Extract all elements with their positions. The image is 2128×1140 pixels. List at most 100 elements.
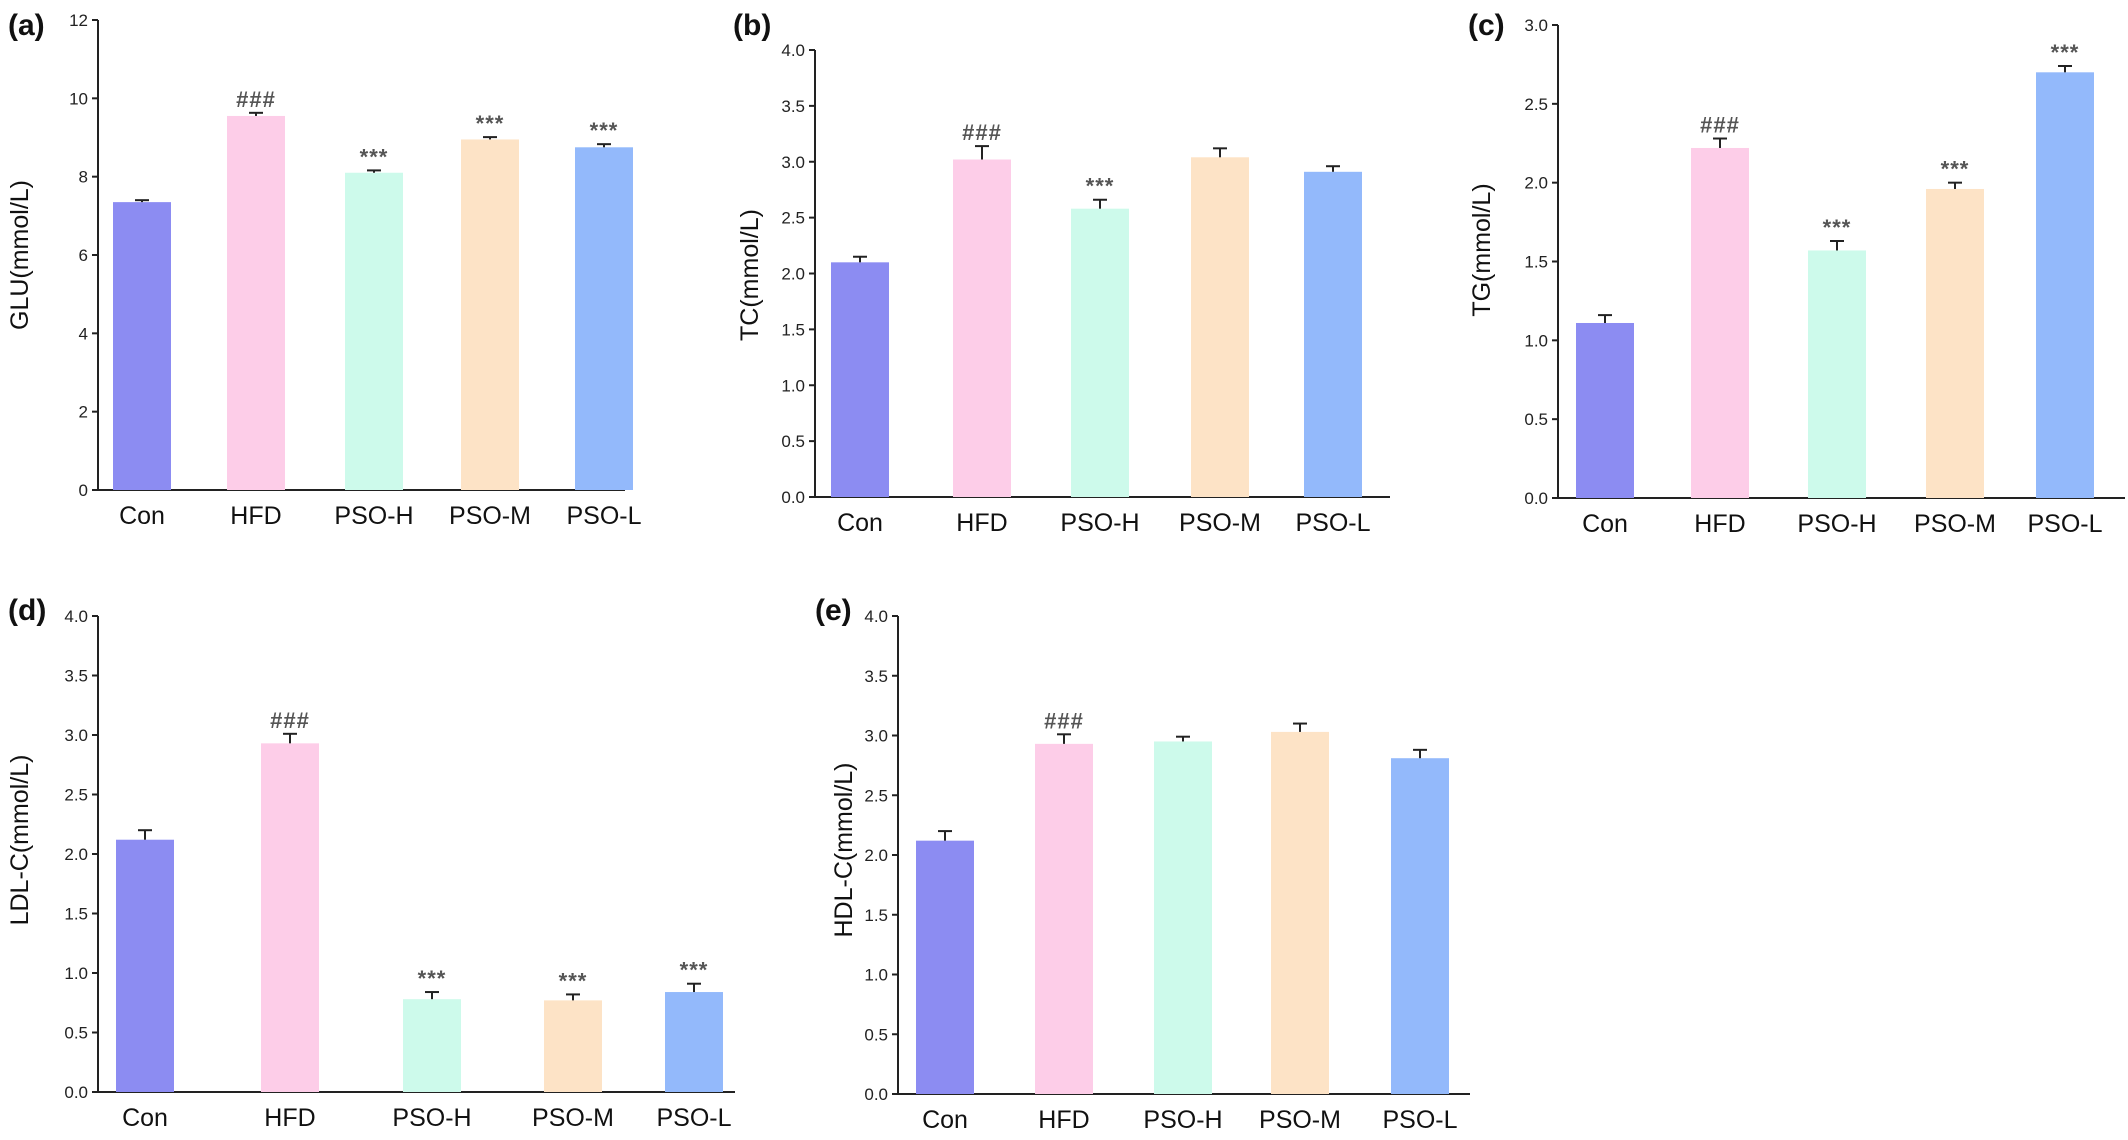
x-category-label-hfd: HFD: [230, 502, 281, 530]
x-category-label-con: Con: [122, 1104, 168, 1132]
x-category-label-con: Con: [837, 509, 883, 537]
significance-label-pso-h: ***: [1823, 215, 1852, 240]
y-tick-label: 4.0: [864, 607, 888, 626]
x-category-label-pso-h: PSO-H: [1797, 510, 1876, 538]
y-tick-label: 2.5: [781, 209, 805, 228]
y-tick-label: 4.0: [64, 607, 88, 626]
y-tick-label: 0.0: [1524, 489, 1548, 508]
y-tick-label: 0.5: [781, 432, 805, 451]
bar-hfd: [1691, 147, 1749, 499]
x-category-label-pso-m: PSO-M: [1914, 510, 1996, 538]
x-category-label-hfd: HFD: [264, 1104, 315, 1132]
y-tick-label: 2.0: [1524, 174, 1548, 193]
significance-label-pso-m: ***: [1941, 157, 1970, 182]
bar-hfd: [1035, 743, 1093, 1094]
bar-con: [1576, 322, 1634, 498]
x-category-label-pso-m: PSO-M: [1179, 509, 1261, 537]
significance-label-pso-l: ***: [590, 118, 619, 143]
y-tick-label: 6: [79, 246, 88, 265]
y-axis-title: TG(mmol/L): [1468, 183, 1496, 316]
y-tick-label: 2.5: [864, 786, 888, 805]
y-tick-label: 4: [79, 324, 88, 343]
y-tick-label: 2: [79, 403, 88, 422]
y-tick-label: 0.0: [64, 1083, 88, 1102]
bar-con: [113, 202, 171, 490]
bar-pso-h: [1808, 250, 1866, 498]
y-axis-title: LDL-C(mmol/L): [6, 755, 34, 926]
y-tick-label: 1.0: [1524, 331, 1548, 350]
y-tick-label: 3.5: [64, 667, 88, 686]
bar-pso-m: [461, 139, 519, 491]
y-tick-label: 4.0: [781, 41, 805, 60]
bar-hfd: [953, 159, 1011, 497]
panel-label: (b): [733, 9, 771, 42]
y-tick-label: 0.5: [64, 1024, 88, 1043]
y-axis-title: HDL-C(mmol/L): [830, 763, 858, 938]
y-tick-label: 3.5: [864, 667, 888, 686]
y-tick-label: 3.0: [64, 726, 88, 745]
y-tick-label: 2.5: [1524, 95, 1548, 114]
significance-label-pso-m: ***: [476, 111, 505, 136]
bar-con: [831, 262, 889, 497]
y-tick-label: 3.0: [864, 727, 888, 746]
bar-pso-l: [2036, 72, 2094, 499]
y-tick-label: 3.0: [1524, 16, 1548, 35]
x-category-label-pso-m: PSO-M: [449, 502, 531, 530]
bar-pso-h: [1154, 741, 1212, 1094]
x-category-label-pso-m: PSO-M: [532, 1104, 614, 1132]
bar-pso-m: [1271, 731, 1329, 1094]
y-axis-title: TC(mmol/L): [736, 209, 764, 341]
bar-pso-h: [1071, 208, 1129, 497]
x-category-label-pso-l: PSO-L: [656, 1104, 731, 1132]
x-category-label-con: Con: [1582, 510, 1628, 538]
panel-label: (d): [8, 594, 46, 627]
y-tick-label: 0: [79, 481, 88, 500]
x-category-label-pso-h: PSO-H: [334, 502, 413, 530]
panel-label: (c): [1468, 9, 1505, 42]
y-tick-label: 1.0: [781, 376, 805, 395]
y-tick-label: 1.0: [864, 966, 888, 985]
x-category-label-pso-h: PSO-H: [1060, 509, 1139, 537]
bar-con: [116, 839, 174, 1092]
y-tick-label: 12: [69, 11, 88, 30]
significance-label-pso-h: ***: [360, 144, 389, 169]
panel-label: (a): [8, 9, 45, 42]
bar-hfd: [261, 743, 319, 1092]
bar-hfd: [227, 115, 285, 490]
panel-label: (e): [815, 594, 852, 627]
y-tick-label: 1.5: [1524, 253, 1548, 272]
y-tick-label: 10: [69, 89, 88, 108]
x-category-label-pso-l: PSO-L: [2027, 510, 2102, 538]
x-category-label-con: Con: [922, 1106, 968, 1134]
significance-label-pso-h: ***: [1086, 174, 1115, 199]
x-category-label-pso-m: PSO-M: [1259, 1106, 1341, 1134]
y-tick-label: 2.5: [64, 786, 88, 805]
x-category-label-hfd: HFD: [956, 509, 1007, 537]
y-tick-label: 1.5: [781, 320, 805, 339]
bar-pso-l: [575, 147, 633, 490]
bar-pso-m: [1926, 188, 1984, 498]
bar-pso-l: [665, 992, 723, 1092]
bar-pso-m: [1191, 157, 1249, 497]
significance-label-pso-h: ***: [418, 966, 447, 991]
y-axis-title: GLU(mmol/L): [6, 180, 34, 330]
y-tick-label: 1.0: [64, 964, 88, 983]
y-tick-label: 0.5: [1524, 410, 1548, 429]
significance-label-pso-l: ***: [2051, 40, 2080, 65]
x-category-label-hfd: HFD: [1694, 510, 1745, 538]
y-tick-label: 2.0: [864, 846, 888, 865]
y-tick-label: 1.5: [864, 906, 888, 925]
significance-label-hfd: ###: [1044, 708, 1084, 733]
bar-pso-l: [1391, 758, 1449, 1094]
x-category-label-pso-l: PSO-L: [1382, 1106, 1457, 1134]
